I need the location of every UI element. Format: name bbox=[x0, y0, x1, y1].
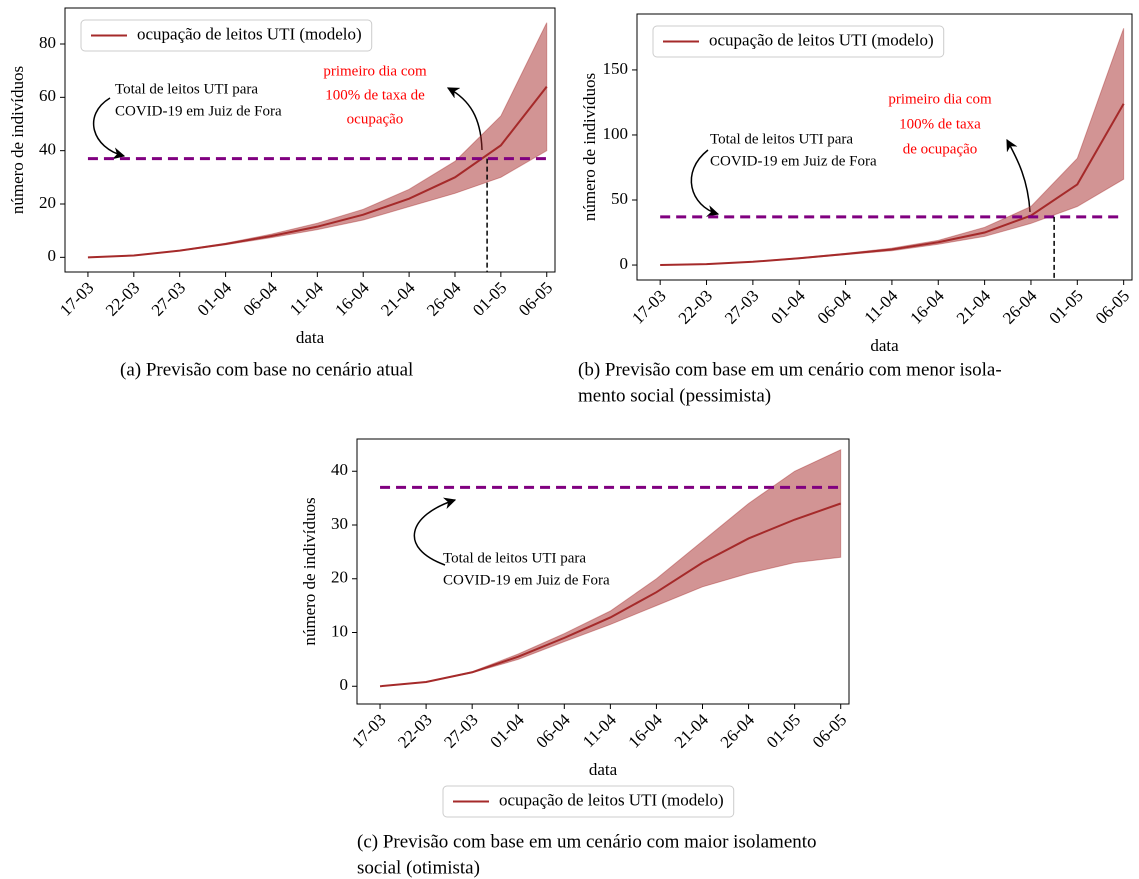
legend-box bbox=[80, 19, 373, 52]
y-tick-label: 50 bbox=[611, 189, 628, 208]
annotation: primeiro dia com bbox=[888, 91, 992, 107]
y-tick-label: 150 bbox=[603, 59, 629, 78]
axes-frame bbox=[356, 438, 850, 705]
x-tick-label: 01-04 bbox=[486, 710, 528, 752]
x-tick-label: 16-04 bbox=[906, 286, 948, 328]
legend-box bbox=[442, 785, 735, 818]
x-axis-label: data bbox=[589, 760, 618, 779]
legend: ocupação de leitos UTI (modelo) bbox=[652, 25, 945, 58]
y-tick-label: 0 bbox=[48, 246, 57, 265]
x-tick-label: 01-05 bbox=[469, 278, 510, 319]
x-tick-label: 01-04 bbox=[767, 286, 809, 328]
x-axis-label: data bbox=[296, 328, 325, 347]
y-tick-label: 30 bbox=[331, 514, 348, 533]
annotation: de ocupação bbox=[903, 141, 978, 157]
annotation: Total de leitos UTI para bbox=[115, 81, 258, 97]
y-tick-label: 20 bbox=[331, 568, 348, 587]
y-tick-label: 100 bbox=[603, 124, 629, 143]
x-tick-label: 16-04 bbox=[625, 710, 667, 752]
annotation: COVID-19 em Juiz de Fora bbox=[115, 103, 282, 119]
y-axis-label: número de indivíduos bbox=[8, 66, 27, 214]
legend-box bbox=[652, 25, 945, 58]
caption: (a) Previsão com base no cenário atual bbox=[120, 359, 413, 380]
y-tick-label: 20 bbox=[39, 193, 56, 212]
y-tick-label: 40 bbox=[39, 140, 56, 159]
x-tick-label: 06-04 bbox=[814, 286, 856, 328]
arrow bbox=[413, 497, 457, 566]
y-axis-label: número de indivíduos bbox=[580, 73, 599, 221]
y-tick-label: 10 bbox=[331, 621, 348, 640]
x-tick-label: 06-05 bbox=[809, 710, 850, 751]
annotation: ocupação bbox=[347, 111, 404, 127]
y-axis-label: número de indivíduos bbox=[300, 497, 319, 645]
annotation: COVID-19 em Juiz de Fora bbox=[710, 153, 877, 169]
line bbox=[87, 86, 548, 259]
x-tick-label: 11-04 bbox=[860, 286, 901, 327]
chart: 0 10 20 30 40 17-03 22-03 27-03 01-04 06-04 11-04 1… bbox=[300, 438, 850, 878]
y-tick-label: 60 bbox=[39, 86, 56, 105]
x-tick-label: 17-03 bbox=[56, 278, 97, 319]
caption: social (otimista) bbox=[357, 857, 480, 878]
y-tick-label: 80 bbox=[39, 33, 56, 52]
x-tick-label: 01-05 bbox=[1045, 286, 1086, 327]
x-tick-label: 16-04 bbox=[331, 278, 373, 320]
x-tick-label: 06-04 bbox=[240, 278, 282, 320]
annotation: Total de leitos UTI para bbox=[443, 550, 586, 566]
x-tick-label: 27-03 bbox=[148, 278, 189, 319]
legend-label: ocupação de leitos UTI (modelo) bbox=[137, 24, 362, 43]
annotation: 100% de taxa de bbox=[325, 87, 425, 103]
x-tick-label: 17-03 bbox=[628, 286, 669, 327]
x-tick-label: 11-04 bbox=[579, 710, 620, 751]
x-tick-label: 22-03 bbox=[394, 710, 435, 751]
y-tick-label: 0 bbox=[340, 675, 349, 694]
x-tick-label: 21-04 bbox=[377, 278, 419, 320]
x-tick-label: 01-04 bbox=[194, 278, 236, 320]
x-tick-label: 17-03 bbox=[348, 710, 389, 751]
caption: (b) Previsão com base em um cenário com … bbox=[578, 359, 1002, 380]
caption: mento social (pessimista) bbox=[578, 385, 771, 406]
arrow bbox=[1006, 138, 1031, 213]
y-tick-label: 40 bbox=[331, 460, 348, 479]
axes-frame bbox=[64, 7, 556, 273]
x-tick-label: 26-04 bbox=[423, 278, 465, 320]
x-tick-label: 26-04 bbox=[717, 710, 759, 752]
x-axis-label: data bbox=[870, 336, 899, 355]
caption: (c) Previsão com base em um cenário com … bbox=[357, 831, 817, 852]
x-tick-label: 22-03 bbox=[675, 286, 716, 327]
confidence-band bbox=[87, 22, 548, 258]
y-tick-label: 0 bbox=[620, 254, 629, 273]
x-tick-label: 06-04 bbox=[532, 710, 574, 752]
x-tick-label: 01-05 bbox=[763, 710, 804, 751]
legend: ocupação de leitos UTI (modelo) bbox=[442, 785, 735, 818]
annotation: COVID-19 em Juiz de Fora bbox=[443, 572, 610, 588]
x-tick-label: 21-04 bbox=[671, 710, 713, 752]
arrow bbox=[93, 97, 126, 160]
x-tick-label: 21-04 bbox=[953, 286, 995, 328]
annotation: primeiro dia com bbox=[323, 63, 427, 79]
confidence-band bbox=[379, 448, 842, 687]
x-tick-label: 27-03 bbox=[440, 710, 481, 751]
legend-label: ocupação de leitos UTI (modelo) bbox=[499, 790, 724, 809]
x-tick-label: 06-05 bbox=[1092, 286, 1133, 327]
line bbox=[379, 502, 842, 688]
x-tick-label: 26-04 bbox=[999, 286, 1041, 328]
legend: ocupação de leitos UTI (modelo) bbox=[80, 19, 373, 52]
arrow bbox=[690, 149, 720, 217]
line bbox=[660, 103, 1125, 267]
x-tick-label: 11-04 bbox=[286, 278, 327, 319]
annotation: 100% de taxa bbox=[899, 116, 981, 132]
annotation: Total de leitos UTI para bbox=[710, 131, 853, 147]
x-tick-label: 27-03 bbox=[721, 286, 762, 327]
axes-frame bbox=[636, 13, 1133, 281]
legend-label: ocupação de leitos UTI (modelo) bbox=[709, 30, 934, 49]
x-tick-label: 06-05 bbox=[515, 278, 556, 319]
x-tick-label: 22-03 bbox=[102, 278, 143, 319]
